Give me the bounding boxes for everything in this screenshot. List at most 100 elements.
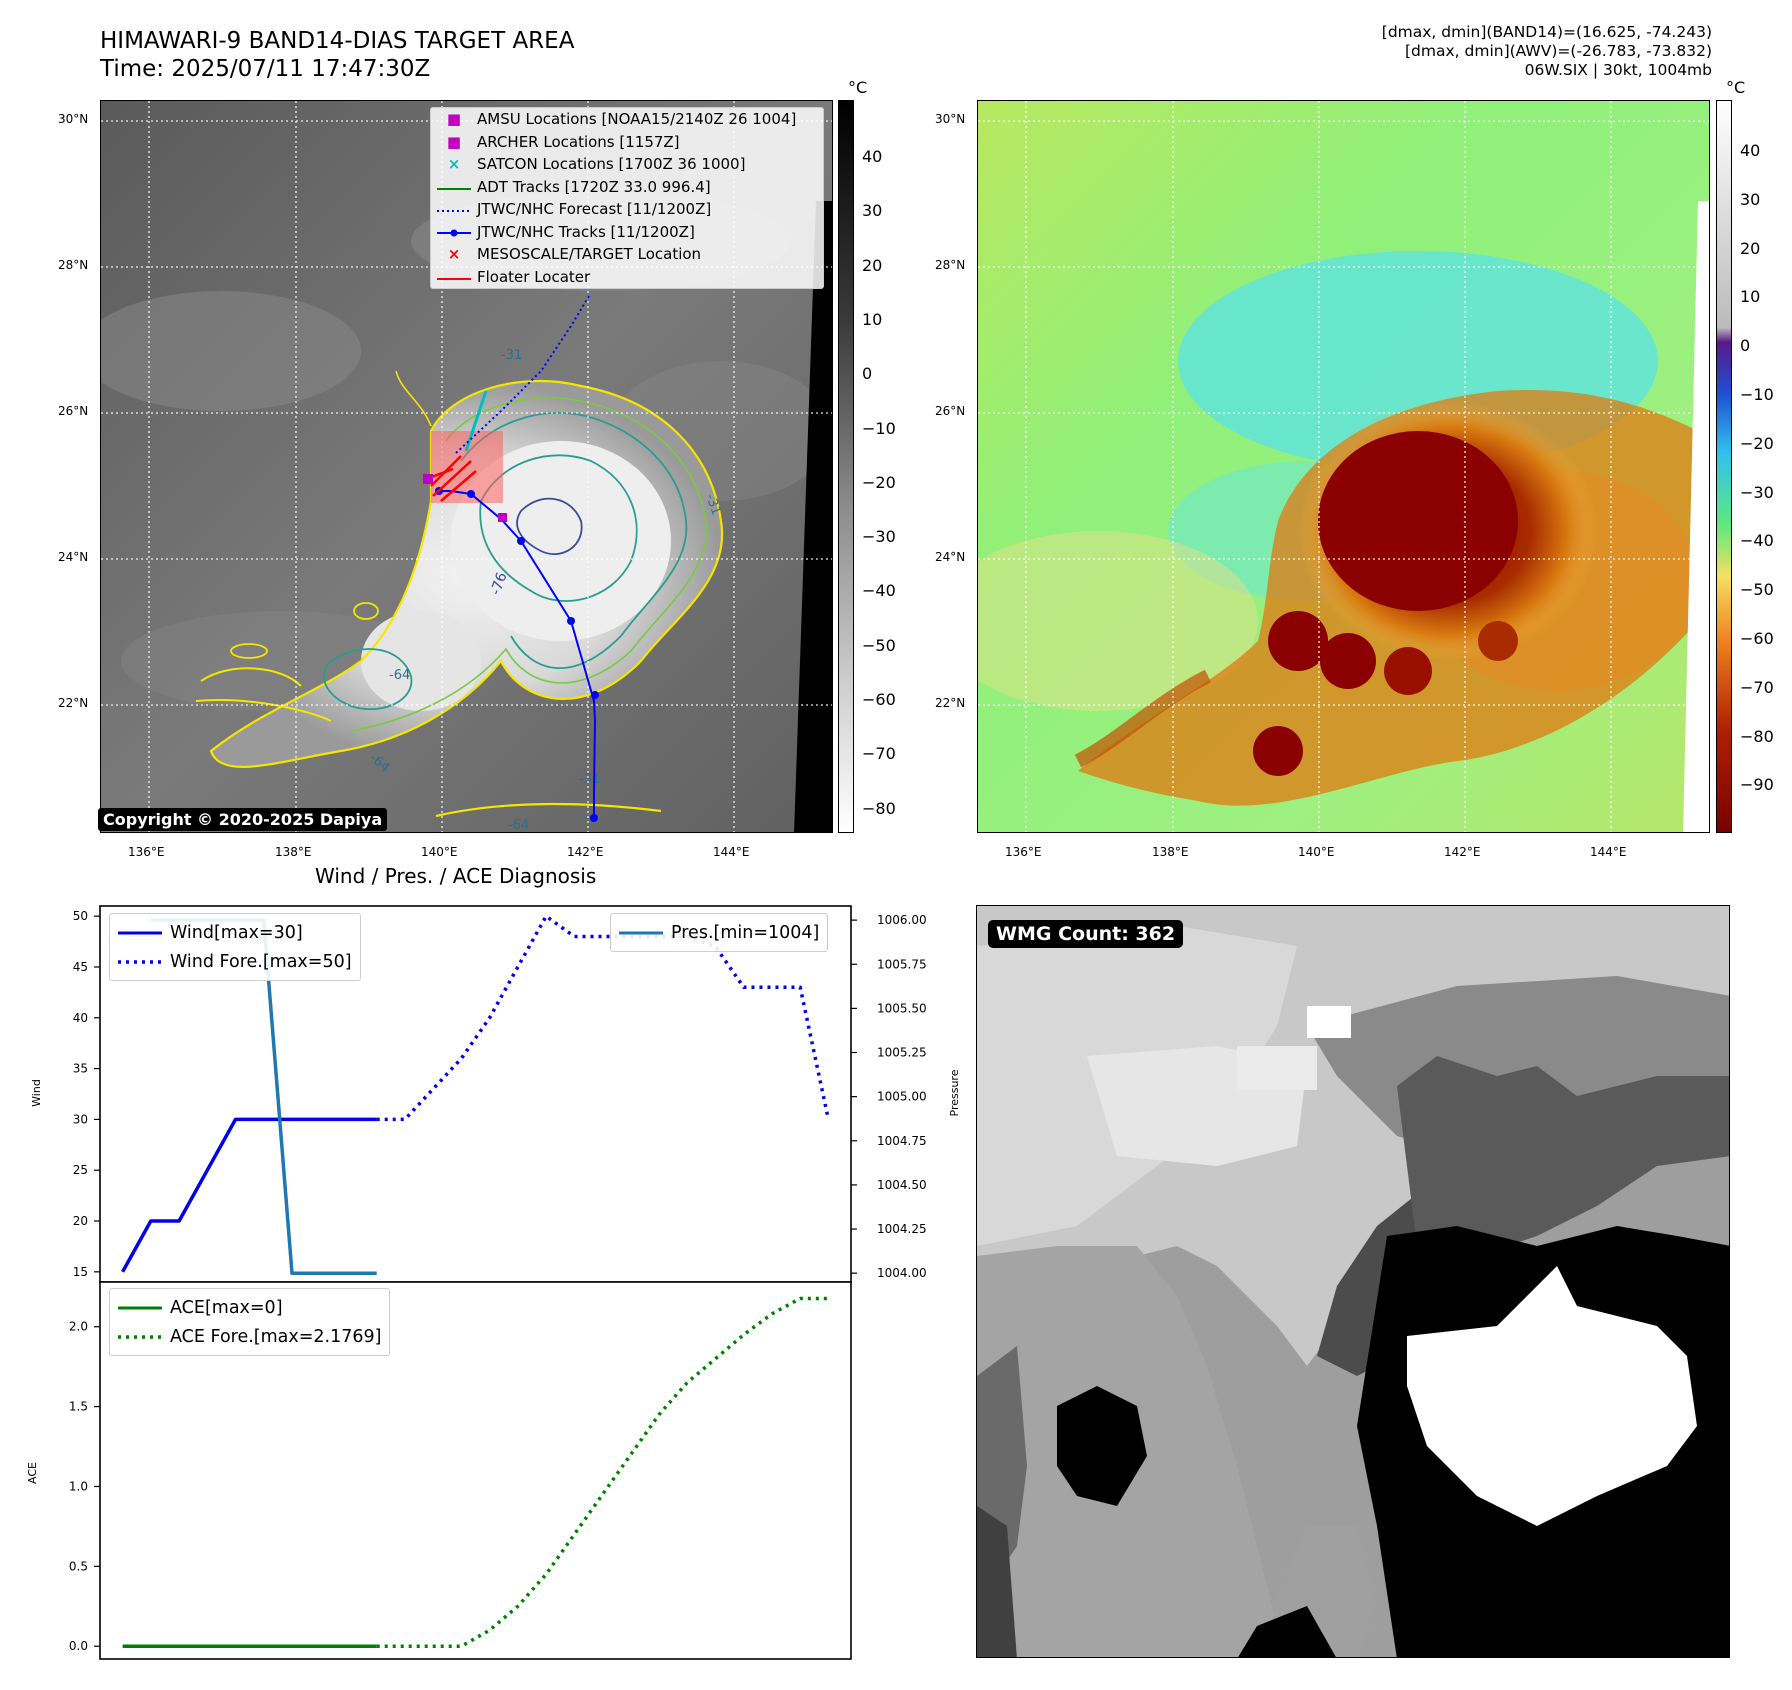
diagnosis-chart: 15 20 25 30 35 40 45 50 1004.00 1004.25 1004.50 100… [26,905,960,1660]
lon-tick-label: 144°E [1590,845,1627,859]
colorbar-tick-label: −10 [1740,385,1774,404]
ir-colorbar [838,100,854,833]
pressure-axis-label: Pressure [948,1069,960,1116]
wind-tick-label: 35 [73,1062,88,1076]
ace-fore-legend-label: ACE Fore.[max=2.1769] [170,1326,382,1347]
pressure-tick-label: 1006.00 [877,913,927,927]
amsu-marker [423,474,433,484]
colorbar-tick-label: −20 [862,472,896,492]
legend-label: JTWC/NHC Tracks [11/1200Z] [477,222,695,241]
legend-label: MESOSCALE/TARGET Location [477,245,702,264]
solid-line-icon [118,1306,162,1309]
ace-tick-label: 2.0 [69,1320,88,1334]
dotted-line-icon [118,1334,162,1339]
colorbar-tick-label: −30 [862,527,896,547]
figure-time: Time: 2025/07/11 17:47:30Z [100,56,431,82]
x-icon: × [447,245,461,264]
pressure-tick-label: 1005.00 [877,1090,927,1104]
jtwc-track [439,490,597,818]
figure-title: HIMAWARI-9 BAND14-DIAS TARGET AREA [100,28,575,54]
colorbar-tick-label: 0 [862,364,873,384]
colorbar-tick-label: 40 [862,147,883,166]
dmax-awv: [dmax, dmin](AWV)=(-26.783, -73.832) [1405,42,1712,60]
ace-axis-label: ACE [26,1462,39,1484]
contour-label: -64 [389,668,410,683]
colorbar-tick-label: −30 [1740,482,1774,502]
wind-tick-label: 50 [73,909,88,923]
lat-tick-label: 22°N [58,696,89,710]
ace-tick-label: 0.5 [69,1559,88,1573]
square-icon: ■ [446,132,462,151]
wind-tick-label: 30 [73,1112,88,1126]
wind-tick-label: 25 [73,1163,88,1177]
lat-tick-label: 30°N [935,112,966,126]
ir-colorbar-unit: °C [848,78,868,97]
contour-label: -31 [501,348,522,363]
wind-tick-label: 20 [73,1214,88,1228]
lat-tick-label: 24°N [935,550,966,564]
diagnosis-title: Wind / Pres. / ACE Diagnosis [315,864,597,888]
colorbar-tick-label: 40 [1740,141,1761,160]
legend-item-amsu: ■ AMSU Locations [NOAA15/2140Z 26 1004] [431,108,823,131]
lon-tick-label: 136°E [128,845,165,859]
legend-item-adt: ADT Tracks [1720Z 33.0 996.4] [431,176,823,199]
wind-tick-label: 45 [73,960,88,974]
colorbar-tick-label: 10 [862,309,883,329]
lon-tick-label: 136°E [1005,845,1042,859]
pressure-legend-label: Pres.[min=1004] [671,922,820,943]
lat-tick-label: 26°N [58,404,89,418]
legend-label: ARCHER Locations [1157Z] [477,132,680,151]
wind-fore-legend-label: Wind Fore.[max=50] [170,951,352,972]
pressure-tick-label: 1005.75 [877,957,927,971]
legend-item-archer: ■ ARCHER Locations [1157Z] [431,131,823,154]
pressure-tick-label: 1004.50 [877,1178,927,1192]
colorbar-tick-label: −10 [862,418,896,438]
colorbar-tick-label: 0 [1740,336,1751,356]
colorbar-tick-label: 30 [862,201,883,221]
map-legend: ■ AMSU Locations [NOAA15/2140Z 26 1004] ■… [430,107,824,289]
colorbar-tick-label: −40 [1740,531,1774,551]
legend-label: AMSU Locations [NOAA15/2140Z 26 1004] [477,110,797,129]
lat-tick-label: 26°N [935,404,966,418]
square-icon: ■ [446,110,462,129]
lon-tick-label: 142°E [567,845,604,859]
lat-tick-label: 30°N [58,112,89,126]
dotted-line-icon [118,959,162,964]
colorbar-tick-label: −90 [1740,775,1774,795]
ace-tick-label: 0.0 [69,1639,88,1653]
legend-item-tracks: JTWC/NHC Tracks [11/1200Z] [431,221,823,244]
colorbar-tick-label: −70 [1740,677,1774,697]
wind-axis-label: Wind [30,1079,43,1107]
legend-item-forecast: JTWC/NHC Forecast [11/1200Z] [431,198,823,221]
wind-tick-label: 40 [73,1011,88,1025]
adt-track [464,390,488,452]
ace-tick-label: 1.0 [69,1479,88,1493]
pressure-tick-label: 1004.00 [877,1266,927,1280]
ace-tick-label: 1.5 [69,1400,88,1414]
lon-tick-label: 144°E [713,845,750,859]
wv-map-panel [977,100,1710,833]
colorbar-tick-label: −80 [1740,726,1774,746]
lat-tick-label: 28°N [935,258,966,272]
contour-label: -76 [488,570,511,597]
legend-item-mesoscale: × MESOSCALE/TARGET Location [431,243,823,266]
ace-legend-label: ACE[max=0] [170,1297,283,1318]
lon-tick-label: 140°E [421,845,458,859]
colorbar-tick-label: −50 [862,635,896,655]
header-info: [dmax, dmin](BAND14)=(16.625, -74.243) [… [1382,23,1712,80]
dmax-band14: [dmax, dmin](BAND14)=(16.625, -74.243) [1381,23,1712,41]
legend-label: Floater Locater [477,267,591,286]
contour-label: -31 [702,492,723,517]
pressure-tick-label: 1005.50 [877,1001,927,1015]
line-icon [437,178,471,196]
wind-tick-label: 15 [73,1265,88,1279]
solid-line-icon [619,931,663,934]
pressure-tick-label: 1004.25 [877,1222,927,1236]
colorbar-tick-label: 10 [1740,287,1761,307]
legend-item-satcon: × SATCON Locations [1700Z 36 1000] [431,153,823,176]
legend-item-floater: Floater Locater [431,266,823,289]
wind-forecast-series-line [376,914,831,1122]
colorbar-tick-label: 20 [1740,238,1761,258]
ace-legend: ACE[max=0] ACE Fore.[max=2.1769] [109,1288,391,1356]
x-icon: × [447,155,461,174]
